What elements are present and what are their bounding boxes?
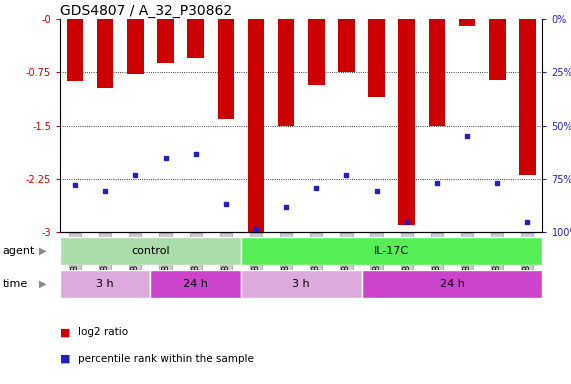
Text: ▶: ▶ [39,279,46,289]
Bar [97,19,114,88]
Text: 24 h: 24 h [440,279,464,289]
Bar [150,270,241,298]
Bar [67,19,83,81]
Text: ■: ■ [60,354,70,364]
Bar [248,19,264,232]
Bar [60,270,150,298]
Bar [187,19,204,58]
Bar [241,237,542,265]
Text: ▶: ▶ [39,246,46,256]
Bar [278,19,295,126]
Bar [60,237,241,265]
Text: IL-17C: IL-17C [374,246,409,256]
Text: 24 h: 24 h [183,279,208,289]
Text: agent: agent [3,246,35,256]
Bar [218,19,234,119]
Text: log2 ratio: log2 ratio [78,327,128,337]
Bar [519,19,536,175]
Bar [241,270,361,298]
Bar [157,19,174,63]
Bar [368,19,385,98]
Text: control: control [131,246,170,256]
Bar [429,19,445,126]
Text: GDS4807 / A_32_P30862: GDS4807 / A_32_P30862 [60,4,232,18]
Bar [338,19,355,73]
Bar [459,19,475,26]
Text: 3 h: 3 h [292,279,310,289]
Text: percentile rank within the sample: percentile rank within the sample [78,354,254,364]
Bar [361,270,542,298]
Text: 3 h: 3 h [96,279,114,289]
Text: ■: ■ [60,327,70,337]
Bar [399,19,415,225]
Bar [308,19,324,84]
Bar [489,19,505,79]
Text: time: time [3,279,28,289]
Bar [127,19,144,74]
